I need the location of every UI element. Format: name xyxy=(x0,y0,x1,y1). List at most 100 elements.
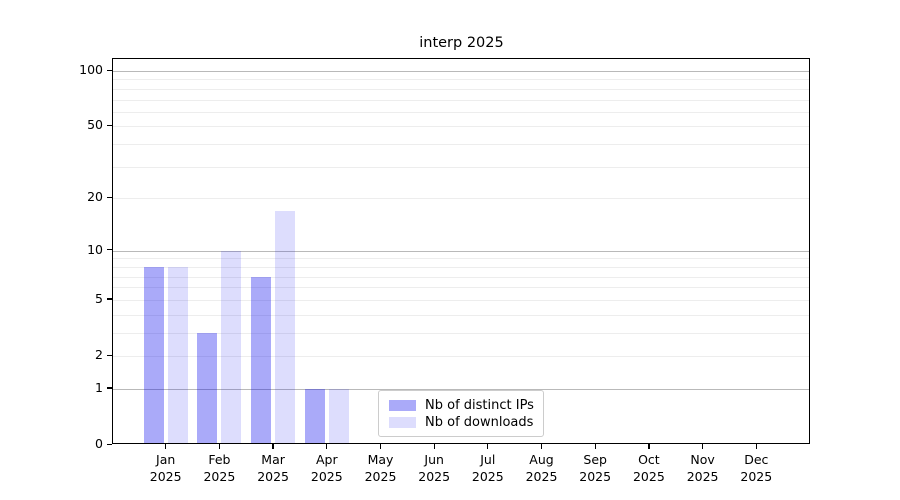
bar-ips-jan xyxy=(143,266,164,443)
x-tick-aug xyxy=(540,444,543,449)
x-tick-year-sep: 2025 xyxy=(579,469,612,484)
x-tick-oct xyxy=(648,444,650,449)
x-tick-year-may: 2025 xyxy=(364,469,397,484)
y-tick-5 xyxy=(107,298,112,300)
x-tick-month-apr: Apr xyxy=(315,452,338,467)
x-tick-label-jan: Jan 2025 xyxy=(134,451,198,485)
x-tick-month-feb: Feb xyxy=(208,452,231,467)
legend-label-downloads: Nb of downloads xyxy=(425,414,534,430)
x-tick-year-jun: 2025 xyxy=(418,469,451,484)
gridline-minor-8 xyxy=(113,266,809,268)
x-tick-apr xyxy=(326,444,328,449)
gridline-minor-5 xyxy=(113,299,809,301)
gridline-minor-80 xyxy=(113,88,809,90)
plot-inner xyxy=(113,59,809,443)
gridline-major-1 xyxy=(113,388,809,390)
x-tick-label-jun: Jun 2025 xyxy=(402,451,466,485)
y-tick-50 xyxy=(107,124,112,127)
x-tick-month-sep: Sep xyxy=(583,452,607,467)
x-tick-month-jan: Jan xyxy=(156,452,176,467)
x-tick-month-jun: Jun xyxy=(424,452,444,467)
bar-downloads-feb xyxy=(221,250,242,443)
gridline-minor-30 xyxy=(113,166,809,168)
legend-swatch-ips xyxy=(389,400,416,411)
x-tick-mar xyxy=(272,444,274,449)
y-tick-100 xyxy=(107,69,112,71)
y-tick-20 xyxy=(107,196,112,199)
x-tick-year-jul: 2025 xyxy=(471,469,504,484)
gridline-minor-3 xyxy=(113,332,809,334)
x-tick-month-nov: Nov xyxy=(690,452,715,467)
x-tick-label-aug: Aug 2025 xyxy=(510,451,574,485)
x-tick-month-may: May xyxy=(367,452,394,467)
gridline-minor-40 xyxy=(113,144,809,146)
gridline-minor-20 xyxy=(113,198,809,200)
gridline-major-100 xyxy=(113,71,809,72)
x-tick-year-nov: 2025 xyxy=(686,469,719,484)
chart-title: interp 2025 xyxy=(419,35,504,51)
x-tick-month-mar: Mar xyxy=(261,452,285,467)
gridline-minor-70 xyxy=(113,99,809,101)
legend: Nb of distinct IPs Nb of downloads xyxy=(378,390,544,437)
x-tick-label-may: May 2025 xyxy=(349,451,413,485)
x-tick-year-jan: 2025 xyxy=(149,469,182,484)
x-tick-label-nov: Nov 2025 xyxy=(671,451,735,485)
legend-row-downloads: Nb of downloads xyxy=(389,414,535,431)
x-tick-month-oct: Oct xyxy=(638,452,660,467)
y-tick-label-5: 5 xyxy=(95,290,103,306)
bar-ips-feb xyxy=(197,332,218,443)
x-tick-may xyxy=(379,444,382,449)
x-tick-nov xyxy=(702,444,704,449)
x-tick-month-dec: Dec xyxy=(744,452,769,467)
bar-downloads-apr xyxy=(328,388,349,443)
x-tick-jul xyxy=(487,444,489,449)
x-tick-year-apr: 2025 xyxy=(310,469,343,484)
x-tick-feb xyxy=(218,444,220,449)
x-tick-jan xyxy=(165,444,167,449)
x-tick-label-dec: Dec 2025 xyxy=(724,451,788,485)
legend-row-ips: Nb of distinct IPs xyxy=(389,397,535,414)
y-tick-0 xyxy=(107,443,112,445)
y-tick-label-2: 2 xyxy=(95,347,103,362)
legend-swatch-downloads xyxy=(389,417,416,428)
x-tick-year-aug: 2025 xyxy=(525,469,558,484)
gridline-minor-50 xyxy=(113,126,809,128)
y-tick-label-20: 20 xyxy=(87,189,103,205)
gridline-minor-4 xyxy=(113,314,809,316)
y-tick-label-0: 0 xyxy=(95,436,103,451)
x-tick-month-aug: Aug xyxy=(529,452,554,467)
gridline-minor-6 xyxy=(113,287,809,289)
y-tick-1 xyxy=(107,387,112,389)
x-tick-label-feb: Feb 2025 xyxy=(187,451,251,485)
y-tick-10 xyxy=(107,249,112,251)
gridline-minor-7 xyxy=(113,276,809,278)
x-tick-year-oct: 2025 xyxy=(632,469,665,484)
gridline-minor-90 xyxy=(113,79,809,81)
y-tick-label-10: 10 xyxy=(87,241,103,257)
y-tick-2 xyxy=(107,354,112,356)
x-tick-label-apr: Apr 2025 xyxy=(295,451,359,485)
bar-downloads-mar xyxy=(275,210,296,443)
x-tick-label-mar: Mar 2025 xyxy=(241,451,305,485)
x-tick-year-mar: 2025 xyxy=(257,469,289,484)
y-tick-label-100: 100 xyxy=(79,62,103,77)
bar-ips-mar xyxy=(251,276,272,443)
y-tick-label-50: 50 xyxy=(87,117,103,133)
y-tick-label-1: 1 xyxy=(95,379,103,395)
plot-area xyxy=(112,58,810,444)
x-tick-label-oct: Oct 2025 xyxy=(617,451,681,485)
gridline-minor-2 xyxy=(113,356,809,357)
gridline-major-10 xyxy=(113,250,809,252)
bar-ips-apr xyxy=(304,388,325,443)
x-tick-jun xyxy=(433,444,435,449)
x-tick-label-jul: Jul 2025 xyxy=(456,451,520,485)
x-tick-dec xyxy=(755,444,757,449)
x-tick-year-dec: 2025 xyxy=(740,469,773,484)
legend-label-ips: Nb of distinct IPs xyxy=(425,397,534,413)
bar-downloads-jan xyxy=(167,266,188,443)
x-tick-year-feb: 2025 xyxy=(203,469,236,484)
x-tick-label-sep: Sep 2025 xyxy=(563,451,627,485)
x-tick-sep xyxy=(594,444,596,449)
gridline-minor-9 xyxy=(113,258,809,260)
